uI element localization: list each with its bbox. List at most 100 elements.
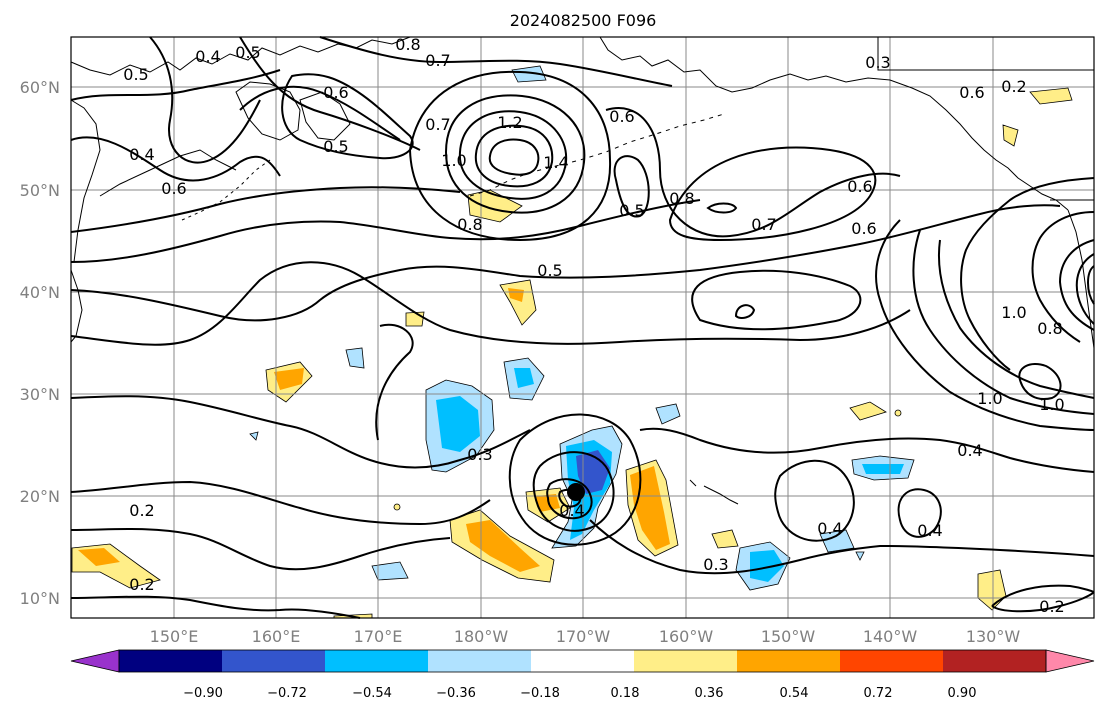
colorbar-tick-label: 0.54 — [780, 686, 809, 701]
contour-line — [546, 478, 593, 520]
latitude-labels: 60°N 50°N 40°N 30°N 20°N 10°N — [20, 78, 60, 608]
colorbar-tick-label: 0.72 — [864, 686, 893, 701]
contour-label: 0.2 — [129, 501, 154, 520]
anomaly-blob-core — [862, 464, 904, 474]
contour-line — [70, 261, 911, 346]
contour-line — [639, 427, 1095, 473]
colorbar-tick-label: −0.36 — [436, 686, 476, 701]
map-frame — [70, 36, 1095, 619]
anomaly-blob — [711, 529, 739, 549]
contour-label: 0.4 — [917, 521, 942, 540]
colorbar-segment — [634, 650, 738, 672]
contour-line — [70, 480, 491, 526]
contour-line — [991, 591, 1095, 613]
colorbar-tick-label: −0.18 — [520, 686, 560, 701]
anomaly-blob-core — [514, 368, 534, 388]
contour-label: 1.0 — [977, 389, 1002, 408]
coastline — [1067, 209, 1095, 349]
storm-center-marker — [567, 483, 585, 501]
colorbar-extend-max — [1045, 649, 1095, 673]
contour-line — [70, 69, 281, 101]
lon-label: 130°W — [966, 627, 1021, 646]
contour-line — [1031, 211, 1095, 343]
contour-label: 0.5 — [619, 201, 644, 220]
contour-line — [1058, 239, 1095, 331]
contour-line — [960, 177, 1095, 371]
lon-label: 140°W — [863, 627, 918, 646]
contour-line — [70, 395, 531, 469]
contour-line — [991, 584, 1095, 607]
contour-label: 1.4 — [543, 153, 568, 172]
positive-anomaly-shading — [71, 87, 1073, 619]
anomaly-blob — [393, 503, 401, 511]
anomaly-blob-core — [466, 520, 540, 572]
anomaly-blob — [511, 65, 547, 83]
contour-line — [938, 239, 1095, 399]
region-box — [877, 37, 1094, 71]
lon-label: 150°E — [150, 627, 199, 646]
contour-label: 0.5 — [123, 65, 148, 84]
colorbar-ticks: −0.90 −0.72 −0.54 −0.36 −0.18 0.18 0.36 … — [183, 686, 976, 701]
contour-label: 1.0 — [1001, 303, 1026, 322]
contour-label: 0.6 — [161, 179, 186, 198]
contour-line — [281, 73, 414, 160]
lat-label: 30°N — [20, 385, 60, 404]
colorbar-frame — [118, 649, 1047, 673]
contour-label: 1.0 — [1039, 395, 1064, 414]
contour-line — [149, 36, 261, 164]
contour-line — [239, 36, 421, 151]
lat-label: 40°N — [20, 283, 60, 302]
lon-label: 150°W — [761, 627, 816, 646]
contour-lines — [70, 36, 1095, 619]
contour-line — [444, 94, 586, 214]
colorbar-segment — [428, 650, 532, 672]
contour-label: 0.4 — [559, 501, 584, 520]
contour-line — [70, 186, 461, 233]
anomaly-blob — [249, 431, 259, 441]
contour-line — [1087, 265, 1095, 305]
contour-line — [668, 146, 877, 242]
anomaly-blob-core — [436, 396, 480, 452]
colorbar-tick-label: −0.54 — [352, 686, 392, 701]
contour-label: 1.2 — [497, 113, 522, 132]
colorbar-tick-label: −0.72 — [267, 686, 307, 701]
contour-label: 0.4 — [957, 441, 982, 460]
colorbar-tick-label: 0.36 — [695, 686, 724, 701]
contour-label: 0.2 — [129, 575, 154, 594]
contour-line — [774, 459, 855, 542]
contour-line — [897, 488, 942, 538]
contour-label: 0.7 — [425, 51, 450, 70]
colorbar-tick-label: 0.18 — [611, 686, 640, 701]
contour-line — [474, 124, 554, 188]
colorbar-segment — [943, 650, 1047, 672]
colorbar-segment — [840, 650, 944, 672]
contour-label: 0.8 — [457, 215, 482, 234]
contour-label: 0.6 — [609, 107, 634, 126]
anomaly-blob — [405, 311, 425, 327]
contour-line — [912, 229, 1095, 415]
lon-label: 160°E — [252, 627, 301, 646]
contour-line — [319, 36, 673, 87]
lon-label: 180°W — [454, 627, 509, 646]
contour-line — [488, 138, 540, 176]
contour-line — [375, 323, 414, 441]
coastline — [70, 269, 83, 343]
map-title: 2024082500 F096 — [510, 11, 657, 30]
colorbar-tick-label: −0.90 — [183, 686, 223, 701]
anomaly-blob-core — [274, 368, 304, 390]
kuril-islands — [181, 159, 271, 221]
coastline — [235, 81, 301, 141]
anomaly-blob — [345, 347, 365, 369]
contour-label: 0.6 — [851, 219, 876, 238]
contour-line — [875, 219, 1095, 431]
contour-line — [589, 519, 1095, 575]
contour-label: 0.3 — [703, 555, 728, 574]
lon-label: 170°W — [556, 627, 611, 646]
colorbar-segment — [531, 650, 635, 672]
contour-line — [458, 110, 568, 200]
anomaly-blob-core — [750, 550, 784, 582]
contour-label: 0.6 — [959, 83, 984, 102]
anomaly-blob — [849, 401, 887, 421]
aleutian-islands — [469, 113, 725, 197]
